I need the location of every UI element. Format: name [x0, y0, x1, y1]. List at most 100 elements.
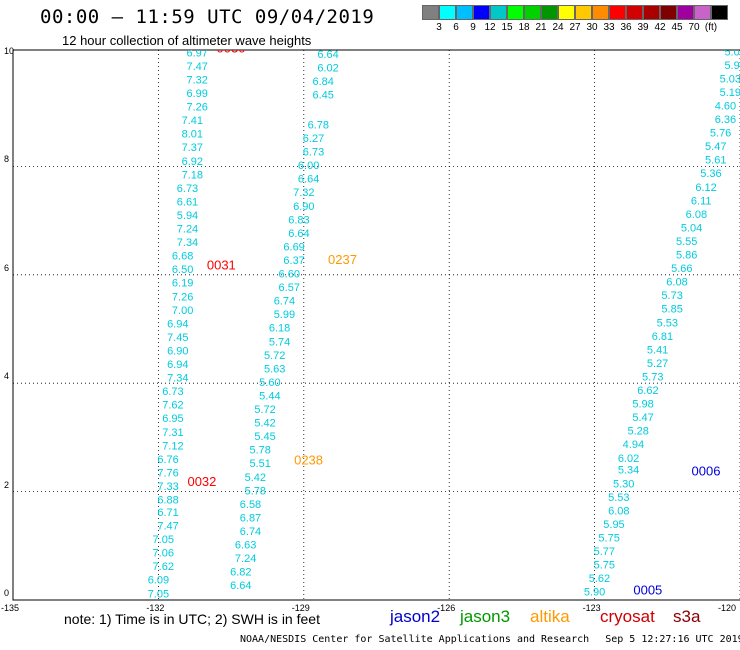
credit-text: NOAA/NESDIS Center for Satellite Applica…	[240, 634, 590, 645]
wave-height-value: 5.62	[589, 573, 610, 585]
wave-height-value: 5.47	[705, 141, 726, 153]
wave-height-value: 5.36	[700, 168, 721, 180]
wave-height-value: 5.27	[647, 358, 668, 370]
wave-height-value: 6.88	[157, 495, 178, 507]
wave-height-value: 5.78	[245, 485, 266, 497]
wave-height-value: 5.75	[594, 560, 615, 572]
wave-height-value: 6.36	[715, 114, 736, 126]
colorbar-swatch	[592, 5, 609, 20]
wave-height-value: 7.33	[191, 7, 212, 19]
y-tick-label: 6	[4, 262, 10, 273]
time-label: 0237	[328, 252, 357, 267]
wave-height-value: 5.99	[274, 309, 295, 321]
satellite-legend-s3a: s3a	[673, 607, 701, 626]
time-label: 0032	[187, 474, 216, 489]
colorbar-label: 18	[518, 22, 530, 33]
y-tick-label: 2	[4, 479, 10, 490]
satellite-legend-cryosat: cryosat	[600, 607, 655, 626]
wave-height-value: 5.03	[720, 73, 740, 85]
colorbar-swatch	[694, 5, 711, 20]
wave-height-value: 6.19	[172, 278, 193, 290]
wave-height-value: 7.24	[235, 553, 256, 565]
colorbar-swatch	[422, 5, 439, 20]
wave-height-value: 6.84	[312, 76, 333, 88]
wave-height-value: 7.26	[172, 291, 193, 303]
colorbar-label: 30	[586, 22, 598, 33]
y-tick-label: 0	[4, 588, 10, 598]
wave-height-value: 6.76	[157, 454, 178, 466]
time-label: 0235	[367, 3, 396, 18]
wave-height-value: 5.42	[724, 33, 740, 45]
colorbar-label: 21	[535, 22, 547, 33]
credit-line: NOAA/NESDIS Center for Satellite Applica…	[240, 634, 740, 645]
time-label: 0006	[692, 463, 721, 478]
colorbar-swatch	[490, 5, 507, 20]
colorbar-swatch	[541, 5, 558, 20]
wave-height-value: 5.39	[729, 19, 740, 31]
wave-height-value: 5.08	[724, 46, 740, 58]
wave-height-value: 5.85	[661, 304, 682, 316]
colorbar-swatch	[575, 5, 592, 20]
wave-height-value: 6.64	[317, 49, 338, 61]
wave-height-value: 7.47	[186, 61, 207, 73]
colorbar-label: 42	[654, 22, 666, 33]
colorbar-swatch	[677, 5, 694, 20]
x-tick-label: -123	[582, 603, 601, 613]
wave-height-value: 6.95	[162, 413, 183, 425]
wave-height-value: 6.71	[157, 507, 178, 519]
wave-height-value: 6.73	[303, 147, 324, 159]
wave-height-value: 6.74	[274, 296, 295, 308]
colorbar-swatch	[711, 5, 728, 20]
satellite-legend-altika: altika	[530, 607, 570, 626]
colorbar-swatch	[643, 5, 660, 20]
wave-height-value: 4.94	[623, 439, 644, 451]
wave-height-value: 5.04	[681, 222, 702, 234]
wave-height-value: 5.53	[608, 492, 629, 504]
x-tick-label: -126	[437, 603, 456, 613]
wave-height-value: 6.99	[186, 88, 207, 100]
data-layer: 7.056.097.627.067.057.476.716.887.337.76…	[148, 0, 740, 600]
wave-height-value: 7.24	[177, 224, 198, 236]
wave-height-value: 5.73	[661, 290, 682, 302]
colorbar-label: 15	[501, 22, 513, 33]
time-label: 0030	[217, 41, 246, 56]
wave-height-value: 4.78	[729, 0, 740, 4]
wave-height-value: 7.37	[182, 142, 203, 154]
wave-height-value: 6.94	[167, 359, 188, 371]
wave-height-value: 8.09	[191, 34, 212, 46]
wave-height-value: 5.78	[249, 445, 270, 457]
x-tick-label: -132	[146, 603, 165, 613]
wave-height-value: 7.26	[186, 102, 207, 114]
wave-height-value: 6.97	[186, 47, 207, 59]
wave-height-value: 5.76	[710, 128, 731, 140]
wave-height-value: 7.00	[172, 305, 193, 317]
wave-height-value: 7.12	[162, 440, 183, 452]
wave-height-value: 8.01	[182, 129, 203, 141]
wave-height-value: 6.11	[691, 195, 712, 207]
colorbar-label: 9	[470, 22, 476, 33]
footer-note: note: 1) Time is in UTC; 2) SWH is in fe…	[64, 611, 320, 627]
wave-height-value: 7.05	[153, 534, 174, 546]
colorbar-swatch	[660, 5, 677, 20]
wave-height-value: 5.28	[628, 426, 649, 438]
colorbar-label: 27	[569, 22, 581, 33]
wave-height-value: 6.87	[240, 512, 261, 524]
y-tick-label: 8	[4, 154, 10, 165]
wave-height-value: 7.32	[186, 74, 207, 86]
wave-height-value: 7.33	[157, 481, 178, 493]
x-tick-label: -129	[291, 603, 310, 613]
wave-height-value: 5.42	[245, 472, 266, 484]
chart-subtitle: 12 hour collection of altimeter wave hei…	[62, 33, 312, 48]
wave-height-value: 7.18	[182, 169, 203, 181]
wave-height-value: 5.53	[657, 317, 678, 329]
wave-height-value: 5.66	[671, 263, 692, 275]
colorbar-label: 70	[688, 22, 700, 33]
wave-height-value: 5.44	[259, 390, 280, 402]
wave-height-value: 6.90	[293, 201, 314, 213]
wave-height-value: 7.45	[167, 332, 188, 344]
wave-height-value: 7.62	[153, 561, 174, 573]
wave-height-value: 6.62	[637, 385, 658, 397]
wave-height-value: 5.98	[632, 399, 653, 411]
colorbar-swatch	[524, 5, 541, 20]
